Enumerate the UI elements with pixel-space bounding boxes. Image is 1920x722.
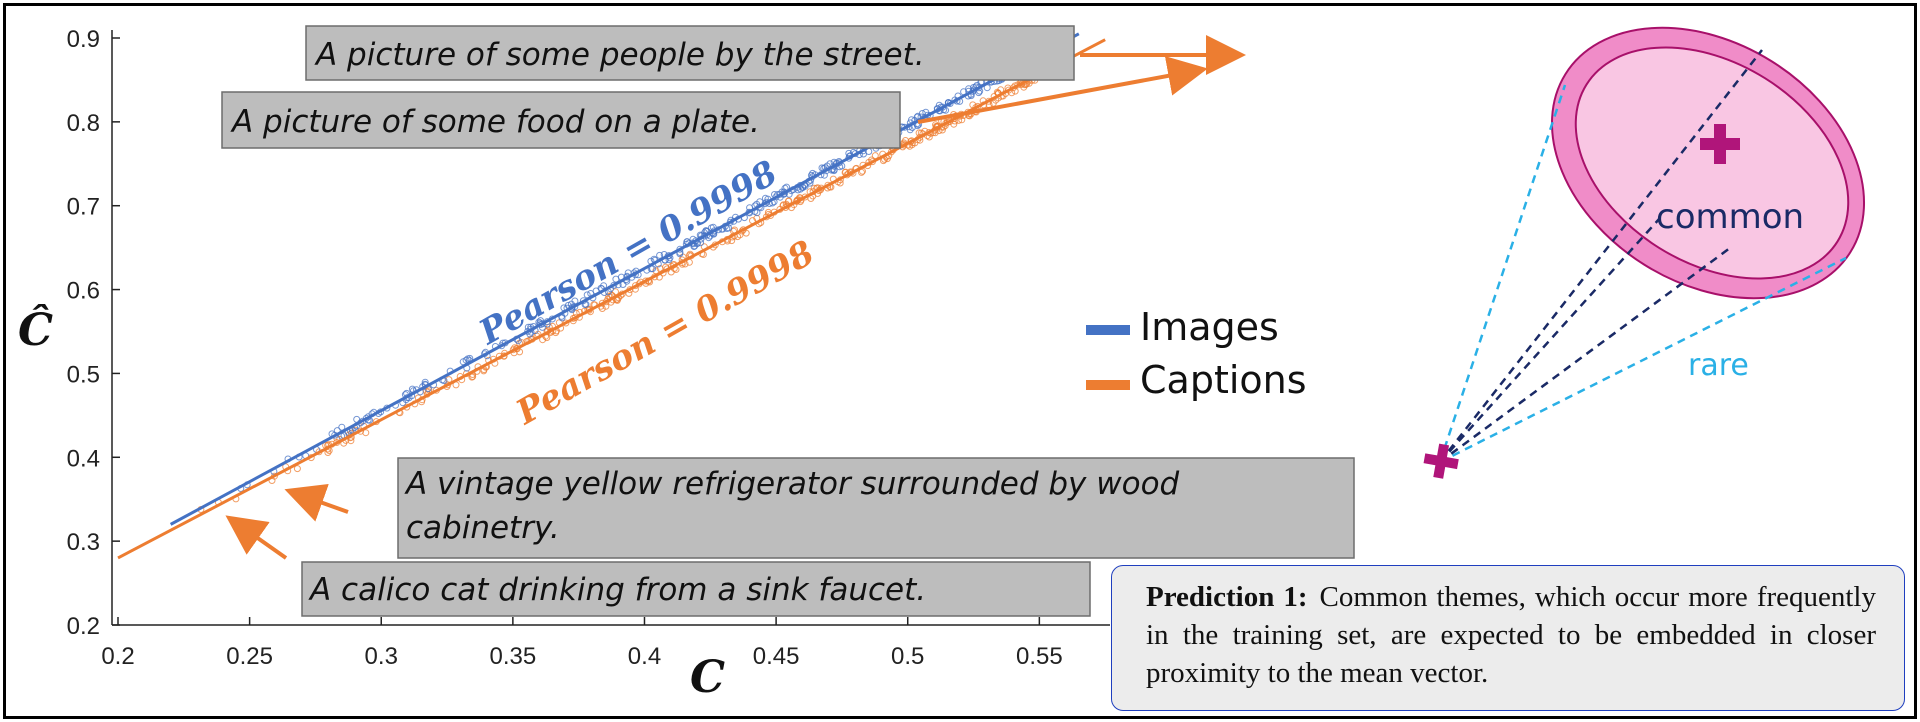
x-tick-label: 0.4 (628, 643, 661, 670)
y-tick-label: 0.4 (67, 445, 100, 472)
rare-label: rare (1688, 348, 1749, 383)
legend-label-images: Images (1140, 305, 1279, 349)
arrow-food (917, 56, 1208, 124)
chart-axes (111, 30, 1110, 626)
legend-swatch-images (1086, 325, 1130, 335)
images-point (612, 275, 620, 283)
captions-point (925, 133, 933, 141)
images-point (558, 314, 566, 322)
arrow-cat (225, 515, 288, 560)
legend: Images Captions (1086, 305, 1307, 402)
captions-point (347, 437, 355, 445)
x-tick-label: 0.5 (891, 643, 924, 670)
x-axis-label: C (690, 652, 725, 703)
arrow-refrigerator (284, 483, 349, 522)
images-point (571, 297, 579, 305)
x-tick-label: 0.55 (1016, 643, 1063, 670)
rare-line-1 (1438, 84, 1567, 463)
images-pearson-label: Pearson = 0.9998 (472, 153, 784, 353)
annotation-refrigerator: A vintage yellow refrigerator surrounded… (397, 457, 1355, 559)
annotation-cat-text: A calico cat drinking from a sink faucet… (308, 572, 926, 608)
captions-point (469, 373, 477, 380)
x-tick-labels: 0.2 0.25 0.3 0.35 0.4 0.45 0.5 0.55 (101, 617, 1063, 670)
annotation-cat: A calico cat drinking from a sink faucet… (301, 561, 1091, 617)
captions-point (293, 465, 301, 473)
captions-point (858, 168, 865, 176)
annotation-refrigerator-text-2: cabinetry. (406, 510, 560, 546)
mean-vector-marker-icon (1700, 124, 1740, 164)
common-label: common (1656, 197, 1804, 237)
captions-point (468, 373, 476, 381)
y-tick-label: 0.7 (67, 194, 100, 221)
rare-line-2 (1439, 256, 1847, 464)
x-tick-label: 0.25 (226, 643, 273, 670)
captions-point (871, 152, 879, 160)
x-tick-label: 0.45 (753, 643, 800, 670)
y-tick-label: 0.2 (67, 613, 100, 640)
common-line-3 (1439, 246, 1731, 464)
captions-point (612, 288, 619, 296)
y-tick-label: 0.6 (67, 278, 100, 305)
captions-point (543, 334, 551, 342)
annotation-street: A picture of some people by the street. (305, 25, 1075, 81)
captions-point (997, 86, 1005, 94)
x-tick-label: 0.35 (490, 643, 537, 670)
images-point (656, 251, 664, 259)
inner-ellipse (1574, 46, 1850, 280)
prediction-title: Prediction 1: (1146, 581, 1308, 613)
prediction-text: Common themes, which occur more frequent… (1146, 581, 1876, 689)
captions-point (598, 305, 606, 312)
captions-point (1020, 83, 1028, 91)
captions-point (938, 126, 946, 134)
y-tick-label: 0.8 (67, 110, 100, 137)
embedding-diagram: common rare (1423, 26, 1866, 479)
images-point (338, 423, 346, 431)
legend-label-captions: Captions (1140, 358, 1307, 402)
y-tick-label: 0.9 (67, 26, 100, 53)
common-line-1 (1439, 49, 1763, 463)
captions-point (516, 348, 524, 356)
images-point (753, 209, 761, 217)
y-tick-labels: 0.2 0.3 0.4 0.5 0.6 0.7 0.8 0.9 (67, 26, 120, 640)
annotation-arrows (225, 35, 1246, 560)
annotation-food: A picture of some food on a plate. (221, 91, 901, 149)
images-fit-line (169, 32, 1080, 526)
captions-point (324, 449, 332, 456)
annotation-refrigerator-text: A vintage yellow refrigerator surrounded… (404, 466, 1180, 502)
annotation-street-text: A picture of some people by the street. (314, 37, 925, 73)
captions-fit-line (117, 38, 1106, 560)
x-tick-label: 0.2 (101, 643, 134, 670)
x-tick-label: 0.3 (365, 643, 398, 670)
captions-point (950, 120, 958, 128)
annotation-food-text: A picture of some food on a plate. (230, 104, 760, 140)
common-line-2 (1439, 217, 1661, 463)
captions-point (362, 429, 370, 437)
y-tick-label: 0.3 (67, 529, 100, 556)
captions-point (728, 237, 736, 245)
y-axis-label: Ĉ (18, 303, 53, 356)
sample-marker-icon (1423, 443, 1459, 479)
y-tick-label: 0.5 (67, 361, 100, 388)
prediction-box: Prediction 1: Common themes, which occur … (1111, 565, 1905, 711)
legend-swatch-captions (1086, 380, 1130, 390)
